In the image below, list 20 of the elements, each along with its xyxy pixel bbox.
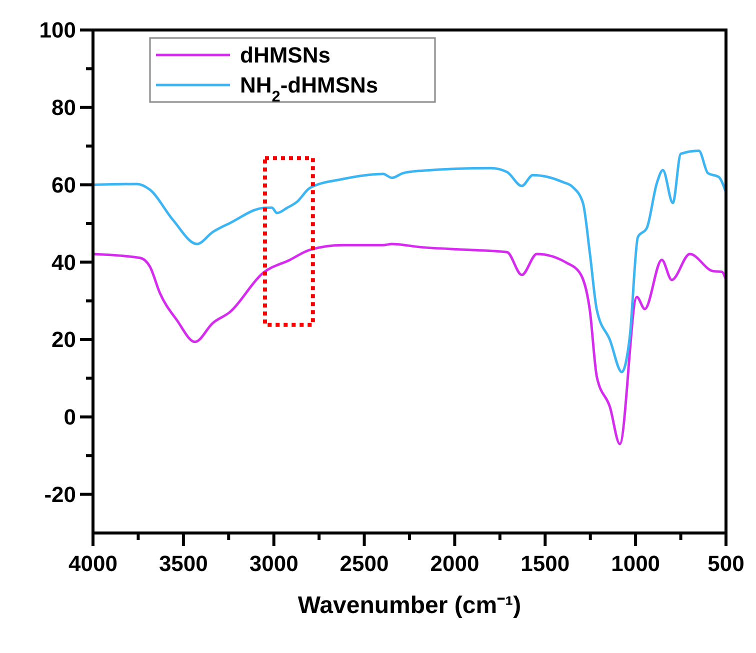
legend-label: dHMSNs: [240, 42, 330, 68]
x-tick-label: 1500: [520, 551, 570, 576]
x-tick-label: 3000: [249, 551, 298, 576]
x-tick-label: 500: [708, 551, 744, 576]
x-tick-label: 3500: [158, 551, 208, 576]
y-tick-label: -20: [44, 482, 76, 508]
legend-label: NH$_{2}$-dHMSNs: [240, 72, 378, 106]
y-tick-label: 80: [52, 95, 76, 120]
x-tick-label: 1000: [611, 551, 660, 576]
x-tick-label: 2500: [340, 551, 389, 576]
y-tick-label: 40: [52, 250, 76, 275]
y-tick-label: 60: [52, 172, 76, 198]
x-tick-label: 4000: [68, 551, 118, 576]
line-series: [93, 149, 726, 374]
y-tick-label: 0: [64, 404, 76, 430]
x-tick-label: 2000: [430, 551, 480, 576]
line-series: [93, 242, 726, 446]
y-tick-label: 20: [52, 327, 76, 352]
y-tick-label: 100: [39, 18, 76, 43]
x-axis-title: Wavenumber (cm⁻¹): [298, 592, 522, 619]
